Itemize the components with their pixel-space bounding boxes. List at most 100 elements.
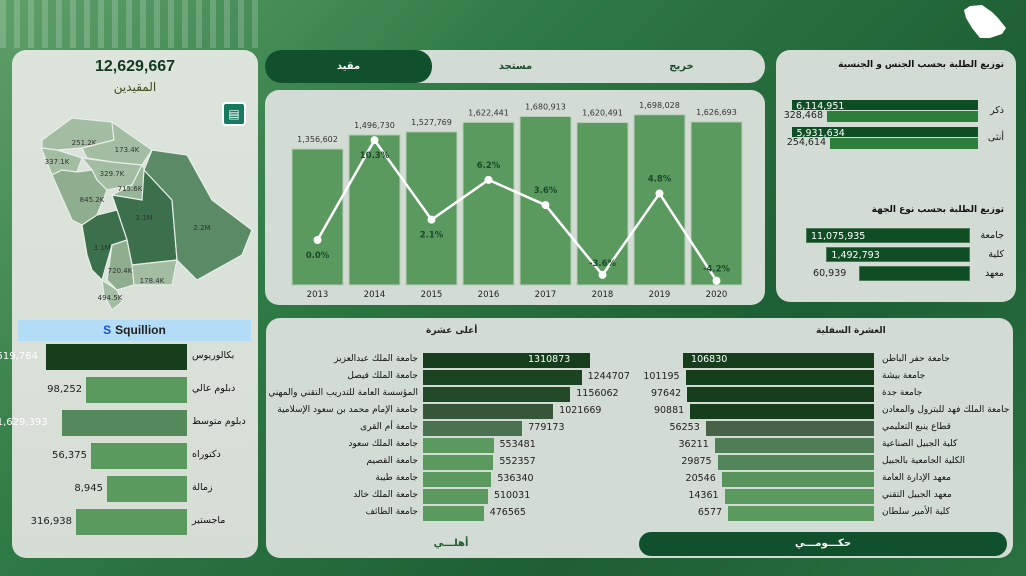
institution-bar[interactable] [717, 455, 874, 470]
institution-bar[interactable] [423, 404, 554, 419]
bottom-ten-row: كلية الجبيل الصناعية 36211 [636, 438, 1013, 453]
education-bar[interactable] [86, 377, 187, 403]
institution-bar[interactable] [423, 421, 523, 436]
education-bar[interactable] [45, 344, 187, 370]
map-region[interactable] [131, 259, 178, 286]
education-bar[interactable] [61, 410, 187, 436]
map-region[interactable] [143, 149, 253, 281]
bar[interactable] [690, 121, 743, 286]
institution-bar[interactable] [423, 353, 590, 368]
card-icon[interactable]: ▤ [222, 102, 246, 126]
government-button[interactable]: حكـــومـــي [639, 532, 1007, 556]
institution-bar[interactable] [714, 438, 874, 453]
yearly-chart: 1,356,602 2013 1,496,730 2014 1,527,769 2015 1… [265, 90, 765, 305]
institution-bar[interactable] [423, 506, 484, 521]
tab-0[interactable]: مقيد [265, 50, 432, 83]
total-label: المقيدين [113, 80, 157, 94]
institution-bar[interactable] [423, 387, 571, 402]
type-label: كلية [988, 249, 1004, 260]
x-tick-label: 2016 [478, 290, 500, 300]
growth-point[interactable] [541, 201, 550, 210]
bar-label: 1,622,441 [468, 108, 509, 117]
education-bar[interactable] [90, 443, 187, 469]
x-tick-label: 2014 [364, 290, 386, 300]
bar[interactable] [462, 121, 515, 286]
institution-bar[interactable] [683, 353, 874, 368]
institution-bar[interactable] [423, 370, 582, 385]
institution-bar[interactable] [423, 489, 488, 504]
top-ten-row: المؤسسة العامة للتدريب التقني والمهني 115… [266, 387, 666, 402]
growth-point[interactable] [484, 175, 493, 184]
private-button[interactable]: أهلـــي [433, 538, 469, 549]
gender-value: 254,614 [786, 137, 827, 148]
institution-label: جامعة بيشة [882, 371, 926, 381]
institution-bar[interactable] [705, 421, 874, 436]
map-region[interactable] [51, 169, 108, 226]
type-bar[interactable]: 11,075,935 [805, 228, 970, 243]
gender-bar[interactable]: 6,114,951 [792, 100, 978, 112]
education-label: دكتوراه [192, 449, 221, 460]
type-bar[interactable] [859, 266, 970, 281]
bar-label: 1,698,028 [639, 101, 680, 110]
bottom-ten-row: كلية الأمير سلطان 6577 [636, 506, 1013, 521]
bar-label: 1,626,693 [696, 108, 737, 117]
education-row: دكتوراه 56,375 [12, 443, 258, 469]
institution-label: معهد الجبيل التقني [882, 490, 952, 500]
bar[interactable] [519, 115, 572, 286]
growth-label: 0.0% [306, 251, 330, 261]
growth-point[interactable] [370, 136, 379, 145]
education-bar[interactable] [75, 509, 187, 535]
education-row: دبلوم عالي 98,252 [12, 377, 258, 403]
growth-point[interactable] [712, 276, 721, 285]
bar[interactable] [291, 148, 344, 286]
top-ten-row: جامعة الملك فيصل 1244707 [266, 370, 666, 385]
tab-2[interactable]: خريج [669, 61, 694, 72]
gender-bar[interactable]: 5,931,634 [792, 127, 978, 139]
type-bar[interactable]: 1,492,793 [826, 247, 970, 262]
growth-point[interactable] [655, 189, 664, 198]
region-map: 251.2K 173.4K 337.1K 329.7K 715.6K 845.2K 3.1M… [41, 117, 253, 311]
growth-point[interactable] [598, 270, 607, 279]
institution-label: جامعة أم القرى [360, 422, 418, 432]
institution-label: جامعة الملك فيصل [347, 371, 418, 381]
bar[interactable] [576, 122, 629, 286]
bar-label: 1,496,730 [354, 121, 395, 130]
institution-value: 90881 [653, 405, 685, 416]
tab-1[interactable]: مستجد [498, 61, 533, 72]
institution-bar[interactable] [690, 404, 874, 419]
institution-bar[interactable] [687, 387, 874, 402]
bottom-ten-row: جامعة جدة 97642 [636, 387, 1013, 402]
gender-label: أنثى [987, 132, 1004, 143]
distribution-panel: توزيع الطلبة بحسب الجنس و الجنسية ذكر 6,1… [776, 50, 1016, 302]
institution-bar[interactable] [685, 370, 874, 385]
bar[interactable] [633, 114, 686, 286]
gender-bar[interactable] [830, 138, 978, 149]
institution-label: كلية الأمير سلطان [882, 507, 950, 517]
growth-point[interactable] [427, 215, 436, 224]
institution-value: 97642 [650, 388, 682, 399]
institution-value: 510031 [493, 490, 531, 501]
gender-bar[interactable] [826, 111, 978, 122]
brand-name: Squillion [115, 323, 166, 337]
institution-label: معهد الإدارة العامة [882, 473, 951, 483]
institution-bar[interactable] [423, 438, 494, 453]
type-label: معهد [984, 268, 1004, 279]
growth-label: 3.6% [534, 186, 558, 196]
education-value: 98,252 [47, 384, 83, 395]
bottom-ten-row: جامعة بيشة 101195 [636, 370, 1013, 385]
growth-label: 10.3% [360, 151, 390, 161]
institution-bar[interactable] [728, 506, 874, 521]
institution-bar[interactable] [423, 455, 494, 470]
institution-bar[interactable] [721, 472, 874, 487]
institution-bar[interactable] [724, 489, 874, 504]
growth-label: -3.6% [589, 259, 617, 269]
growth-point[interactable] [313, 236, 322, 244]
institution-bar[interactable] [423, 472, 492, 487]
education-bar[interactable] [106, 476, 187, 502]
institution-value: 106830 [691, 354, 728, 365]
institution-value: 14361 [688, 490, 719, 501]
bar[interactable] [348, 134, 401, 286]
map-region-label: 173.4K [115, 146, 140, 154]
institution-value: 1310873 [528, 354, 571, 365]
map-region[interactable] [101, 278, 123, 311]
